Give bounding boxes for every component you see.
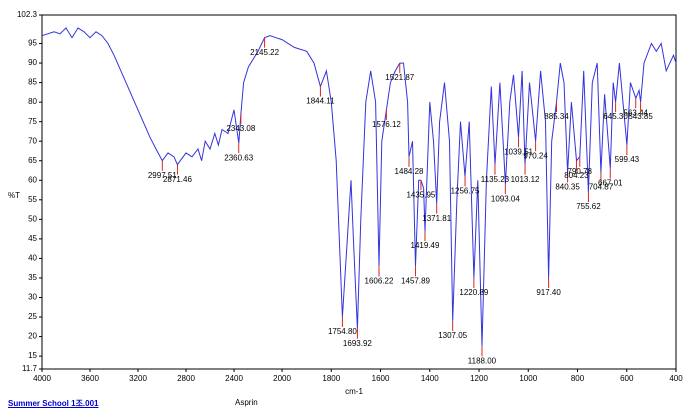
x-tick-label: 600 bbox=[620, 374, 634, 383]
x-axis-label: cm-1 bbox=[345, 387, 363, 396]
peak-label: 840.35 bbox=[555, 183, 580, 192]
y-tick-label: 90 bbox=[28, 58, 37, 67]
y-tick-label: 85 bbox=[28, 78, 37, 87]
y-tick-label: 30 bbox=[28, 293, 37, 302]
peak-label: 1039.51 bbox=[504, 147, 533, 156]
y-tick-label: 20 bbox=[28, 332, 37, 341]
peak-label: 704.87 bbox=[589, 183, 614, 192]
peak-label: 804.23 bbox=[564, 171, 589, 180]
peak-label: 1256.75 bbox=[451, 186, 480, 195]
peak-label: 790.78 bbox=[568, 167, 593, 176]
peak-label: 885.34 bbox=[544, 112, 569, 121]
peak-label: 645.30 bbox=[603, 112, 628, 121]
peak-label: 1307.05 bbox=[438, 331, 467, 340]
x-tick-label: 3600 bbox=[81, 374, 99, 383]
footer-link[interactable]: Summer School 1조.001 bbox=[8, 399, 99, 408]
peak-label: 1754.80 bbox=[328, 327, 357, 336]
y-tick-label: 25 bbox=[28, 312, 37, 321]
x-tick-label: 1800 bbox=[322, 374, 340, 383]
peak-label: 1371.81 bbox=[422, 214, 451, 223]
y-tick-label: 40 bbox=[28, 254, 37, 263]
x-tick-label: 2800 bbox=[177, 374, 195, 383]
y-tick-label: 50 bbox=[28, 214, 37, 223]
peak-label: 2343.08 bbox=[226, 124, 255, 133]
peak-label: 1844.11 bbox=[306, 97, 335, 106]
peak-label: 1484.28 bbox=[395, 167, 424, 176]
y-tick-label: 45 bbox=[28, 234, 37, 243]
peak-label: 1521.87 bbox=[385, 73, 414, 82]
peak-label: 2997.51 bbox=[148, 171, 177, 180]
peak-label: 1435.95 bbox=[406, 190, 435, 199]
peak-label: 755.62 bbox=[576, 202, 601, 211]
peak-label: 917.40 bbox=[536, 288, 561, 297]
peak-label: 2871.46 bbox=[163, 175, 192, 184]
peak-label: 1419.49 bbox=[411, 241, 440, 250]
x-tick-label: 1200 bbox=[470, 374, 488, 383]
peak-label: 599.43 bbox=[615, 155, 640, 164]
x-tick-label: 1000 bbox=[519, 374, 537, 383]
y-tick-label: 95 bbox=[28, 39, 37, 48]
peak-label: 1457.89 bbox=[401, 276, 430, 285]
y-tick-label: 35 bbox=[28, 273, 37, 282]
peak-label: 1576.12 bbox=[372, 120, 401, 129]
x-tick-label: 1400 bbox=[421, 374, 439, 383]
y-axis-label: %T bbox=[8, 191, 20, 200]
peak-label: 1606.22 bbox=[365, 276, 394, 285]
spectrum-line bbox=[41, 27, 677, 347]
peak-label: 543.85 bbox=[628, 112, 653, 121]
peak-label: 970.24 bbox=[523, 151, 548, 160]
x-tick-label: 2000 bbox=[273, 374, 291, 383]
y-tick-label: 80 bbox=[28, 97, 37, 106]
x-tick-label: 2400 bbox=[225, 374, 243, 383]
peak-label: 2360.63 bbox=[224, 153, 253, 162]
x-tick-label: 3200 bbox=[129, 374, 147, 383]
peak-label: 1013.12 bbox=[511, 175, 540, 184]
peak-label: 1093.04 bbox=[491, 194, 520, 203]
peak-label: 1188.00 bbox=[468, 356, 497, 365]
x-tick-label: 400 bbox=[669, 374, 683, 383]
footer-sample: Asprin bbox=[235, 398, 258, 407]
plot-frame bbox=[41, 14, 677, 370]
y-tick-label: 60 bbox=[28, 175, 37, 184]
y-tick-label: 65 bbox=[28, 156, 37, 165]
peak-label: 563.44 bbox=[624, 108, 649, 117]
peak-label: 2145.22 bbox=[250, 48, 279, 57]
x-tick-label: 800 bbox=[571, 374, 585, 383]
y-tick-label: 75 bbox=[28, 117, 37, 126]
y-tick-label: 15 bbox=[28, 351, 37, 360]
chart: %T cm-1 11.7 15 20 25 30 35 40 45 50 55 60 65 70 75 80… bbox=[8, 10, 683, 396]
peak-label: 1220.89 bbox=[459, 288, 488, 297]
x-tick-label: 1600 bbox=[372, 374, 390, 383]
y-tick-label: 11.7 bbox=[22, 364, 38, 373]
peak-label: 1693.92 bbox=[343, 339, 372, 348]
x-tick-label: 4000 bbox=[33, 374, 51, 383]
y-tick-label: 70 bbox=[28, 136, 37, 145]
peak-label: 667.01 bbox=[598, 179, 623, 188]
y-tick-label: 55 bbox=[28, 195, 37, 204]
peak-label: 1135.23 bbox=[481, 175, 510, 184]
y-tick-label: 102.3 bbox=[17, 10, 38, 19]
